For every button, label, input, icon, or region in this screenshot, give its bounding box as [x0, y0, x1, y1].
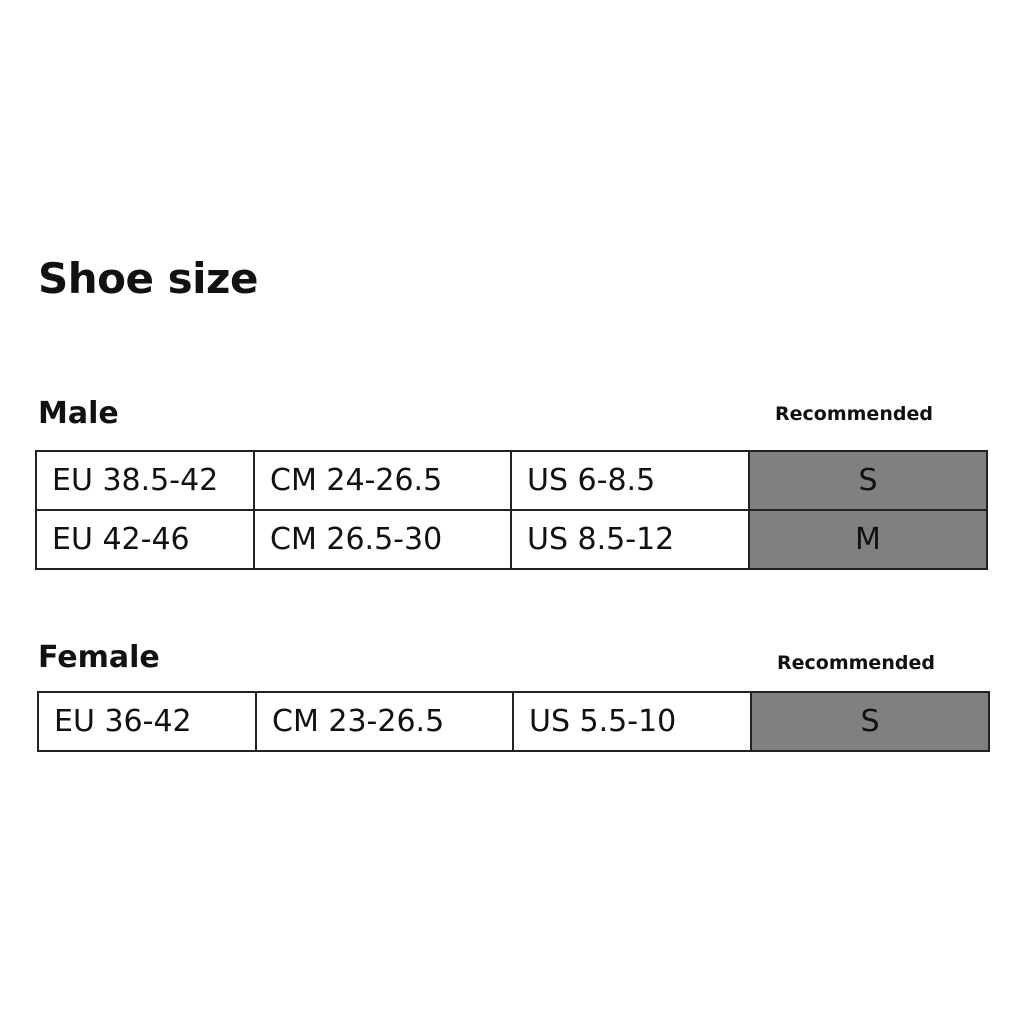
cm-cell: CM 26.5-30: [253, 509, 512, 570]
female-heading: Female: [38, 640, 160, 675]
recommended-size-cell: S: [750, 691, 990, 752]
eu-cell: EU 38.5-42: [35, 450, 255, 511]
us-cell: US 5.5-10: [512, 691, 752, 752]
recommended-size-cell: M: [748, 509, 988, 570]
page-title: Shoe size: [38, 254, 258, 303]
us-cell: US 6-8.5: [510, 450, 750, 511]
table-row: EU 38.5-42 CM 24-26.5 US 6-8.5 S: [35, 450, 988, 511]
eu-cell: EU 42-46: [35, 509, 255, 570]
male-heading: Male: [38, 396, 119, 431]
recommended-size-cell: S: [748, 450, 988, 511]
cm-cell: CM 24-26.5: [253, 450, 512, 511]
table-row: EU 36-42 CM 23-26.5 US 5.5-10 S: [37, 691, 990, 752]
table-row: EU 42-46 CM 26.5-30 US 8.5-12 M: [35, 509, 988, 570]
cm-cell: CM 23-26.5: [255, 691, 514, 752]
eu-cell: EU 36-42: [37, 691, 257, 752]
male-recommended-label: Recommended: [775, 403, 933, 425]
us-cell: US 8.5-12: [510, 509, 750, 570]
female-size-table: EU 36-42 CM 23-26.5 US 5.5-10 S: [37, 691, 990, 752]
male-size-table: EU 38.5-42 CM 24-26.5 US 6-8.5 S EU 42-4…: [35, 450, 988, 570]
female-recommended-label: Recommended: [777, 652, 935, 674]
